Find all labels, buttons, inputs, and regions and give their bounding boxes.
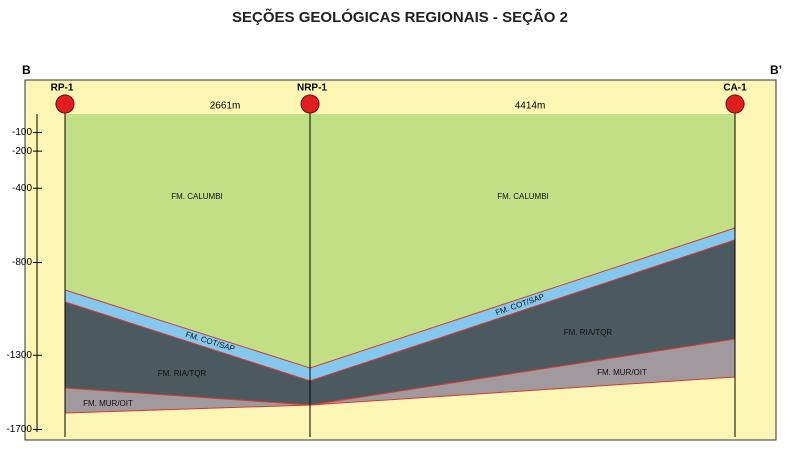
well-name: NRP-1: [297, 83, 327, 94]
well-name: CA-1: [723, 83, 747, 94]
tick-label: -1700: [6, 424, 32, 435]
distance: 4414m: [515, 101, 546, 112]
formation-label: FM. RIA/TQR: [564, 328, 613, 337]
formation-label: FM. RIA/TQR: [158, 369, 207, 378]
formation-label: FM. MUR/OIT: [597, 368, 647, 377]
formation-label: FM. CALUMBI: [497, 192, 549, 201]
tick-label: -400: [12, 183, 32, 194]
section-start: B: [22, 63, 31, 77]
tick-label: -100: [12, 127, 32, 138]
title: SEÇÕES GEOLÓGICAS REGIONAIS - SEÇÃO 2: [232, 8, 568, 26]
tick-label: -800: [12, 257, 32, 268]
well-marker: [55, 94, 75, 114]
formation-label: FM. CALUMBI: [171, 192, 223, 201]
well-marker: [300, 94, 320, 114]
well-name: RP-1: [51, 83, 74, 94]
section-end: B’: [770, 63, 782, 77]
tick-label: -1300: [6, 350, 32, 361]
tick-label: -200: [12, 146, 32, 157]
distance: 2661m: [210, 101, 241, 112]
formation-label: FM. MUR/OIT: [83, 399, 133, 408]
calumbi: [65, 114, 735, 368]
well-marker: [725, 94, 745, 114]
